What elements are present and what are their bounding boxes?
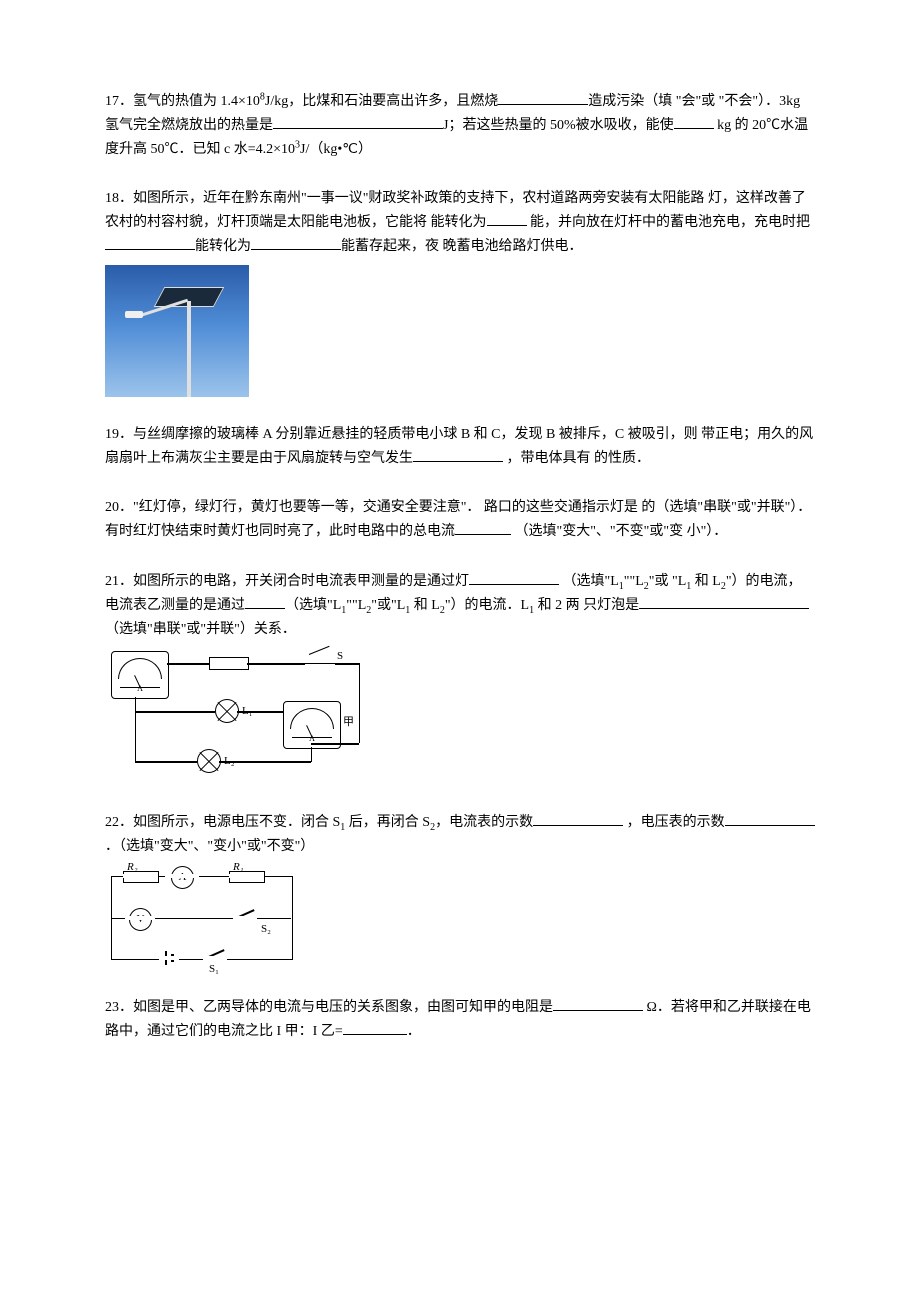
q22-blank-2 (725, 811, 815, 826)
question-20: 20．"红灯停，绿灯行，黄灯也要等一等，交通安全要注意"． 路口的这些交通指示灯… (105, 496, 815, 544)
question-22: 22．如图所示，电源电压不变．闭合 S1 后，再闭合 S2，电流表的示数 ，电压… (105, 811, 815, 970)
question-19: 19．与丝绸摩擦的玻璃棒 A 分别靠近悬挂的轻质带电小球 B 和 C，发现 B … (105, 423, 815, 471)
q23-text-1: 23．如图是甲、乙两导体的电流与电压的关系图象，由图可知甲的电阻是 (105, 1000, 553, 1015)
q22-text-1: 22．如图所示，电源电压不变．闭合 S (105, 815, 340, 830)
bulb-l2: L₂ (197, 749, 221, 773)
q17-text-6: J/（kg•℃） (300, 142, 372, 157)
q21-text-14: （选填"串联"或"并联"）关系． (105, 622, 296, 637)
q21-text-3: ""L (624, 574, 644, 589)
q23-text-3: ． (407, 1024, 421, 1039)
q18-text-2: 能，并向放在灯杆中的蓄电池充电，充电时把 (527, 215, 811, 230)
q19-blank-1 (413, 447, 503, 462)
q21-text-7: （选填"L (285, 598, 341, 613)
q22-blank-1 (533, 811, 623, 826)
q21-text-9: "或"L (371, 598, 405, 613)
q17-blank-1 (498, 90, 588, 105)
q22-text-4: ，电压表的示数 (623, 815, 725, 830)
q21-text-2: （选填"L (559, 574, 619, 589)
q21-text-10: 和 L (410, 598, 440, 613)
q17-text-1: 17．氢气的热值为 1.4×10 (105, 94, 260, 109)
q21-blank-2 (245, 594, 285, 609)
q18-solar-light-image (105, 265, 815, 397)
q21-text-13: 2 两 只灯泡是 (555, 598, 639, 613)
q22-text-5: ．（选填"变大"、"变小"或"不变"） (105, 839, 314, 854)
q19-text-2: ，带电体具有 的性质． (503, 451, 650, 466)
q21-text-8: ""L (346, 598, 366, 613)
question-23: 23．如图是甲、乙两导体的电流与电压的关系图象，由图可知甲的电阻是 Ω．若将甲和… (105, 996, 815, 1044)
q21-text-4: "或 "L (649, 574, 686, 589)
ammeter-yi: A (111, 651, 169, 699)
q22-circuit-image: R₂ A R₁ V S₂ S₁ (105, 862, 301, 970)
switch-s (305, 654, 335, 666)
q21-blank-3 (639, 594, 809, 609)
q17-text-4: J；若这些热量的 50%被水吸收，能使 (443, 118, 674, 133)
s2-label: S₂ (261, 920, 271, 939)
jia-label: 甲 (343, 713, 354, 732)
s1-label: S₁ (209, 960, 219, 979)
q22-text-3: ，电流表的示数 (435, 815, 533, 830)
q18-blank-3 (251, 235, 341, 250)
q18-text-4: 能蓄存起来，夜 晚蓄电池给路灯供电． (341, 239, 583, 254)
question-18: 18．如图所示，近年在黔东南州"一事一议"财政奖补政策的支持下，农村道路两旁安装… (105, 187, 815, 396)
q23-blank-1 (553, 996, 643, 1011)
q17-blank-2 (273, 114, 443, 129)
q17-text-2: J/kg，比煤和石油要高出许多，且燃烧 (265, 94, 498, 109)
bulb-l1: L₁ (215, 699, 239, 723)
ammeter-jia: A (283, 701, 341, 749)
q17-blank-3 (674, 114, 714, 129)
q21-text-5: 和 L (691, 574, 721, 589)
resistor-box (209, 657, 249, 670)
q21-text-1: 21．如图所示的电路，开关闭合时电流表甲测量的是通过灯 (105, 574, 469, 589)
q21-text-12: 和 (534, 598, 555, 613)
q21-blank-1 (469, 570, 559, 585)
question-17: 17．氢气的热值为 1.4×108J/kg，比煤和石油要高出许多，且燃烧造成污染… (105, 90, 815, 161)
q20-text-2: （选填"变大"、"不变"或"变 小"）． (511, 524, 727, 539)
q22-text-2: 后，再闭合 S (345, 815, 430, 830)
question-21: 21．如图所示的电路，开关闭合时电流表甲测量的是通过灯 （选填"L1""L2"或… (105, 570, 815, 785)
q18-text-3: 能转化为 (195, 239, 251, 254)
q21-circuit-image: A S L₁ A 甲 L₂ (105, 645, 375, 785)
q18-blank-1 (487, 211, 527, 226)
q23-blank-2 (343, 1020, 407, 1035)
q20-blank-1 (455, 520, 511, 535)
q21-text-11: "）的电流．L (445, 598, 529, 613)
q18-blank-2 (105, 235, 195, 250)
